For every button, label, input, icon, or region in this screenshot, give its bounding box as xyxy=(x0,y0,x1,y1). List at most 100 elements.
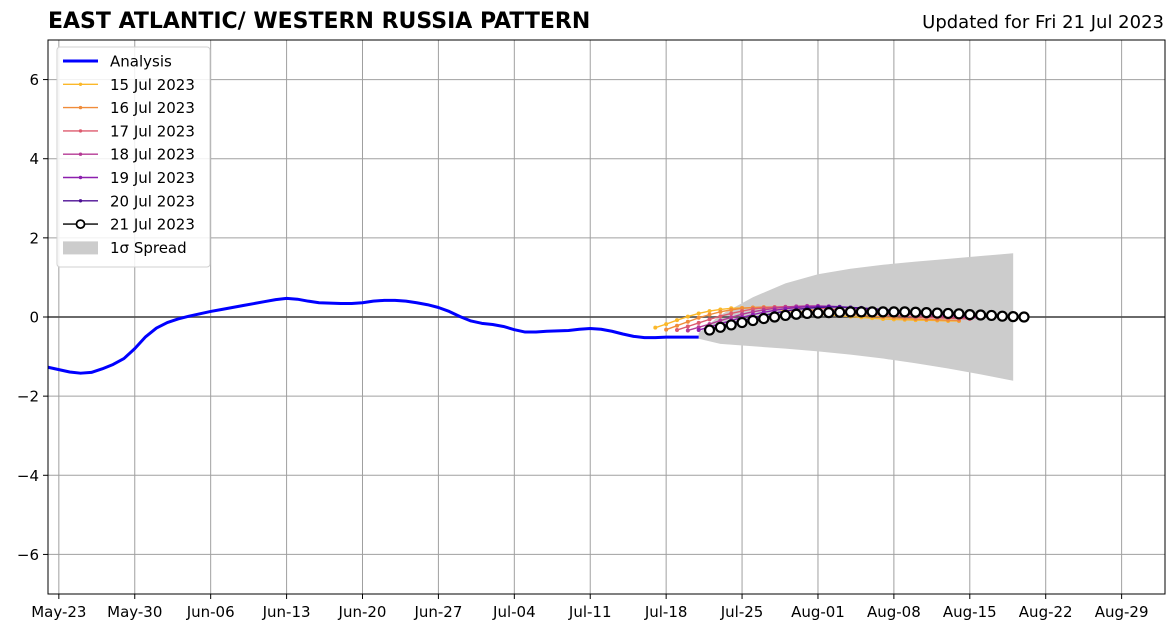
forecast-point xyxy=(920,307,933,319)
series-layer xyxy=(47,296,1030,375)
x-tick-label: May-23 xyxy=(31,603,86,621)
x-tick-label: Jun-13 xyxy=(262,603,311,621)
forecast-point xyxy=(877,306,889,318)
forecast-point xyxy=(685,314,690,319)
legend-marker xyxy=(78,199,83,203)
forecast-point xyxy=(685,324,690,329)
forecast-point xyxy=(729,307,734,312)
forecast-point xyxy=(664,327,669,332)
forecast-point xyxy=(834,306,846,318)
forecast-point xyxy=(685,328,690,333)
forecast-point xyxy=(964,309,976,321)
legend-label: 21 Jul 2023 xyxy=(110,216,195,234)
x-tick-label: Aug-08 xyxy=(867,603,921,621)
legend-entry: 17 Jul 2023 xyxy=(63,122,195,140)
x-tick-label: Jun-20 xyxy=(338,603,387,621)
y-tick-label: −4 xyxy=(17,467,39,485)
forecast-point xyxy=(664,322,669,327)
forecast-point xyxy=(790,308,802,320)
forecast-point xyxy=(736,316,748,329)
legend-marker xyxy=(78,129,83,133)
forecast-point xyxy=(942,307,954,320)
forecast-point xyxy=(718,314,723,319)
forecast-point xyxy=(707,312,712,317)
legend-label: 1σ Spread xyxy=(110,239,187,257)
forecast-point xyxy=(674,318,679,323)
legend-marker xyxy=(78,82,83,87)
forecast-point xyxy=(888,306,900,318)
forecast-point xyxy=(855,306,867,318)
forecast-line xyxy=(665,306,959,331)
forecast-point xyxy=(703,324,716,336)
forecast-point xyxy=(1018,311,1030,323)
legend-label: 17 Jul 2023 xyxy=(110,122,195,140)
forecast-point xyxy=(844,306,857,318)
forecast-point xyxy=(718,309,723,314)
forecast-point xyxy=(674,328,679,333)
legend-entry: 15 Jul 2023 xyxy=(63,76,195,94)
x-tick-label: Jul-25 xyxy=(720,603,764,621)
forecast-point xyxy=(823,307,835,319)
forecast-point xyxy=(653,325,658,330)
forecast-point xyxy=(674,323,679,328)
legend-label: 15 Jul 2023 xyxy=(110,76,195,94)
legend-label: 19 Jul 2023 xyxy=(110,169,195,187)
forecast-point xyxy=(747,314,759,327)
x-tick-label: Jul-18 xyxy=(644,603,688,621)
legend-marker xyxy=(75,219,86,230)
x-tick-label: Aug-29 xyxy=(1095,603,1149,621)
y-tick-label: −6 xyxy=(17,546,39,564)
legend-marker xyxy=(78,175,83,180)
forecast-point xyxy=(975,309,987,321)
forecast-point xyxy=(714,321,726,333)
forecast-point xyxy=(696,328,701,333)
legend-label: 18 Jul 2023 xyxy=(110,146,195,164)
y-tick-label: 0 xyxy=(29,309,39,327)
forecast-point xyxy=(779,309,792,322)
forecast-point xyxy=(696,315,701,320)
x-tick-label: Aug-22 xyxy=(1019,603,1073,621)
forecast-point xyxy=(758,312,770,325)
legend-marker xyxy=(78,105,83,110)
legend-label: Analysis xyxy=(110,53,172,71)
forecast-point xyxy=(953,308,965,320)
legend-entry: 20 Jul 2023 xyxy=(63,192,195,210)
forecast-point xyxy=(768,311,781,323)
legend-entry: 21 Jul 2023 xyxy=(63,216,195,234)
forecast-point xyxy=(729,311,734,316)
grid-layer xyxy=(48,40,1165,594)
x-tick-label: Jun-06 xyxy=(186,603,235,621)
x-tick-label: Jul-04 xyxy=(492,603,536,621)
x-tick-label: Aug-15 xyxy=(943,603,997,621)
forecast-point xyxy=(1007,311,1019,323)
y-tick-label: 6 xyxy=(29,71,39,89)
forecast-point xyxy=(685,319,690,324)
forecast-point xyxy=(801,307,813,320)
y-tick-label: −2 xyxy=(17,388,39,406)
legend-entry: Analysis xyxy=(63,53,172,71)
x-tick-label: May-30 xyxy=(107,603,162,621)
x-tick-label: Jul-11 xyxy=(568,603,612,621)
forecast-point xyxy=(696,320,701,325)
legend-marker xyxy=(78,152,83,156)
y-tick-label: 2 xyxy=(29,229,39,247)
legend: Analysis 15 Jul 2023 16 Jul 2023 17 Jul 202… xyxy=(56,46,211,268)
legend-swatch xyxy=(63,241,98,255)
legend-label: 20 Jul 2023 xyxy=(110,192,195,210)
forecast-point xyxy=(812,307,824,319)
forecast-point xyxy=(707,309,712,314)
analysis-line xyxy=(47,296,699,375)
forecast-point xyxy=(725,319,737,331)
axis-layer: −6 −4 −2 0 2 4 6 May-23 May-30 Jun-06 Jun-13 Jun-20… xyxy=(17,39,1166,621)
legend-entry: 16 Jul 2023 xyxy=(63,99,195,117)
forecast-point xyxy=(696,311,701,316)
forecast-point xyxy=(985,309,998,322)
forecast-point xyxy=(899,306,911,318)
chart-title: EAST ATLANTIC/ WESTERN RUSSIA PATTERN xyxy=(48,9,591,34)
forecast-line xyxy=(676,306,970,331)
legend-entry: 1σ Spread xyxy=(63,239,187,257)
forecast-point xyxy=(866,306,878,318)
legend-box xyxy=(56,46,211,268)
x-tick-label: Aug-01 xyxy=(791,603,845,621)
